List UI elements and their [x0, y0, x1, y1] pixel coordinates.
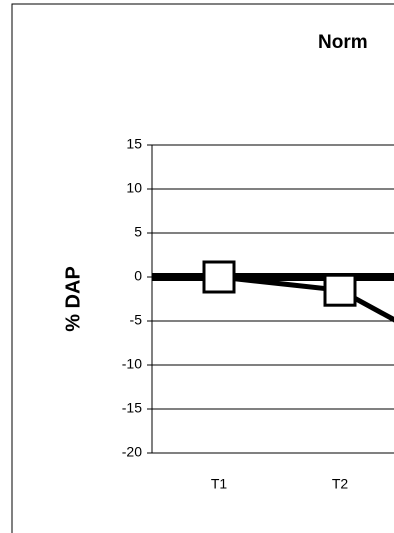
- y-axis-label: % DAP: [62, 266, 84, 332]
- y-tick-label: -15: [122, 400, 142, 416]
- y-tick-label: -10: [122, 356, 142, 372]
- y-tick-label: -5: [130, 312, 143, 328]
- marker: [323, 273, 357, 307]
- chart-title: Norm: [318, 32, 368, 53]
- y-tick-label: 15: [126, 136, 142, 152]
- marker: [202, 260, 236, 294]
- y-tick-label: 0: [134, 268, 142, 284]
- x-tick-label: T1: [211, 476, 228, 492]
- y-tick-label: 10: [126, 180, 142, 196]
- x-tick-label: T2: [332, 476, 349, 492]
- y-tick-label: 5: [134, 224, 142, 240]
- y-tick-label: -20: [122, 444, 142, 460]
